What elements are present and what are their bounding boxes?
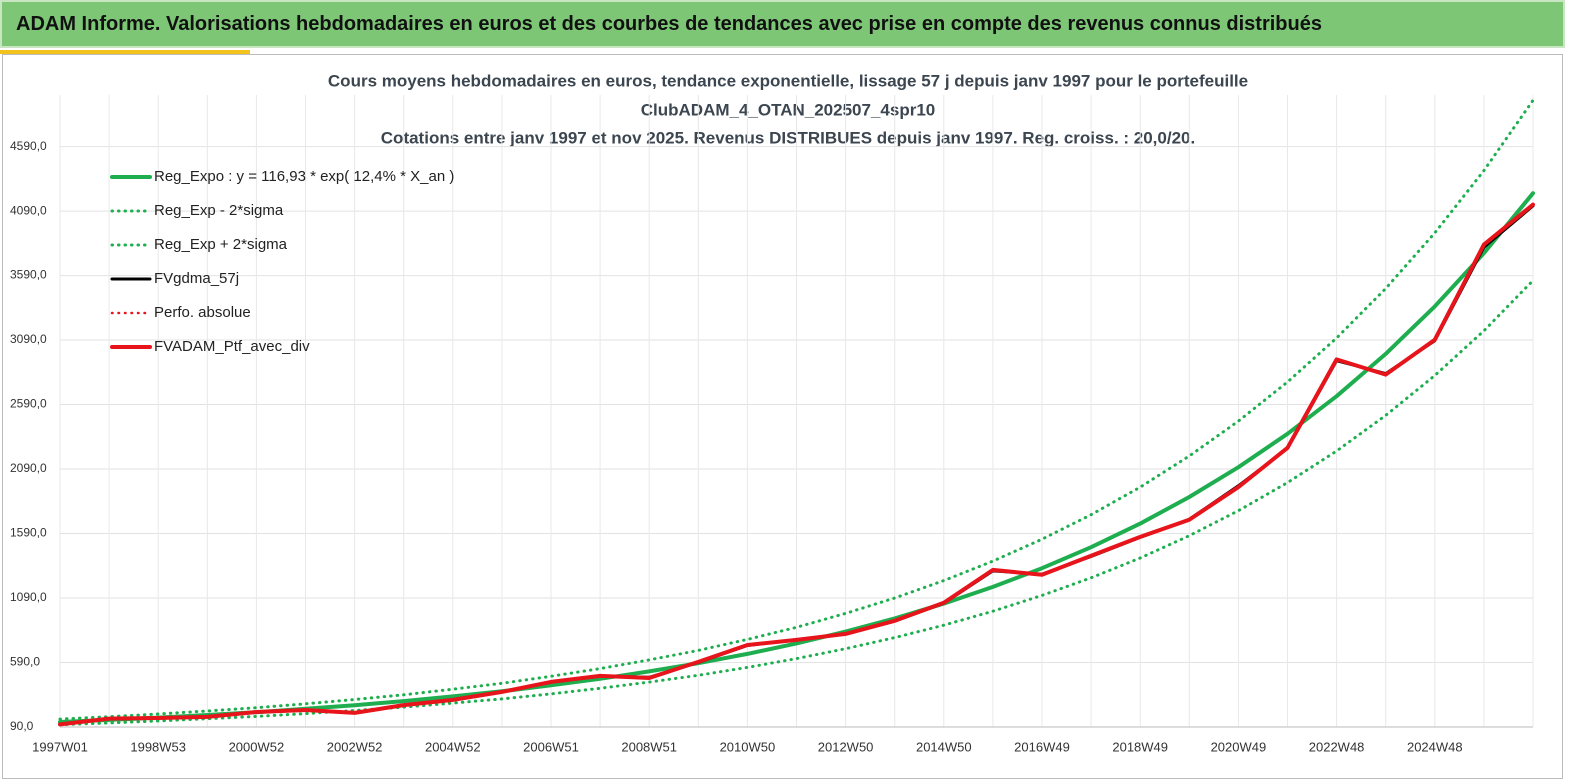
x-tick-label: 1997W01	[32, 739, 88, 754]
y-tick-label: 2090,0	[10, 461, 47, 475]
x-tick-label: 2024W48	[1407, 739, 1463, 754]
legend-label: Reg_Expo : y = 116,93 * exp( 12,4% * X_a…	[154, 168, 454, 185]
x-tick-label: 2020W49	[1211, 739, 1267, 754]
y-tick-label: 4090,0	[10, 203, 47, 217]
x-tick-label: 2006W51	[523, 739, 579, 754]
grid	[59, 95, 1534, 728]
accent-bar	[0, 50, 250, 54]
x-tick-label: 2022W48	[1309, 739, 1365, 754]
y-tick-label: 1090,0	[10, 590, 47, 604]
legend-label: Reg_Exp - 2*sigma	[154, 202, 284, 219]
x-tick-label: 2018W49	[1112, 739, 1168, 754]
y-tick-label: 4590,0	[10, 139, 47, 153]
legend-label: Perfo. absolue	[154, 304, 251, 321]
x-tick-label: 2012W50	[818, 739, 874, 754]
x-tick-label: 2002W52	[327, 739, 383, 754]
x-tick-label: 2000W52	[229, 739, 285, 754]
x-tick-label: 1998W53	[130, 739, 186, 754]
chart-subtitle: Cotations entre janv 1997 et nov 2025. R…	[381, 128, 1195, 147]
x-tick-label: 2008W51	[621, 739, 677, 754]
header-title: ADAM Informe. Valorisations hebdomadaire…	[0, 0, 1565, 48]
x-tick-label: 2004W52	[425, 739, 481, 754]
x-tick-label: 2016W49	[1014, 739, 1070, 754]
y-tick-label: 590,0	[10, 655, 40, 669]
x-tick-label: 2010W50	[720, 739, 776, 754]
series-line	[58, 279, 1535, 727]
legend-label: Reg_Exp + 2*sigma	[154, 236, 288, 253]
y-tick-label: 90,0	[10, 719, 34, 733]
y-tick-label: 2590,0	[10, 397, 47, 411]
chart-subtitle: ClubADAM_4_OTAN_202507_4spr10	[641, 100, 935, 119]
chart-frame	[2, 54, 1563, 779]
legend-label: FVADAM_Ptf_avec_div	[154, 338, 310, 355]
y-tick-label: 3090,0	[10, 332, 47, 346]
x-tick-label: 2014W50	[916, 739, 972, 754]
y-tick-label: 3590,0	[10, 268, 47, 282]
y-tick-label: 1590,0	[10, 526, 47, 540]
legend-label: FVgdma_57j	[154, 270, 239, 287]
series-line	[58, 98, 1535, 721]
chart-title: Cours moyens hebdomadaires en euros, ten…	[328, 71, 1248, 90]
series-line	[58, 202, 1535, 727]
